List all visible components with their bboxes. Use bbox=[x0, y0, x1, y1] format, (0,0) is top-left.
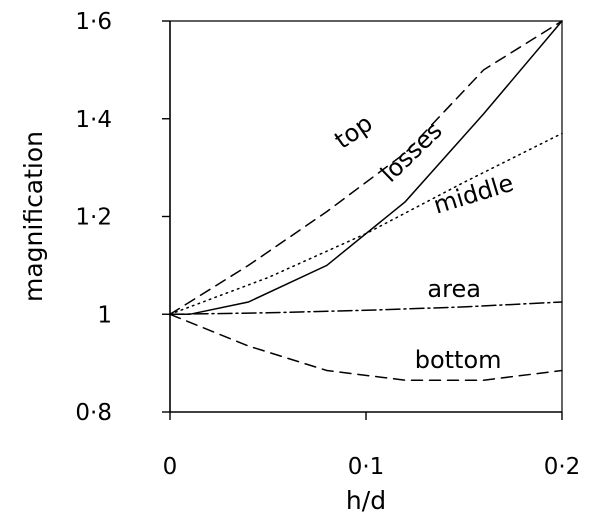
annotation-top: top bbox=[329, 109, 377, 154]
series-layer bbox=[169, 20, 563, 381]
y-tick-label: 1 bbox=[97, 302, 112, 328]
y-tick-label: 1·4 bbox=[75, 107, 112, 133]
annotation-bottom: bottom bbox=[415, 346, 502, 374]
annotation-losses: losses bbox=[375, 116, 447, 187]
x-axis-title: h/d bbox=[346, 486, 386, 515]
plot-frame bbox=[169, 20, 563, 413]
x-tick-label: 0·2 bbox=[544, 454, 581, 480]
series-line-top bbox=[169, 20, 563, 316]
annotation-middle: middle bbox=[430, 169, 517, 220]
series-line-bottom bbox=[169, 313, 563, 381]
y-tick-label: 1·2 bbox=[75, 205, 112, 231]
x-tick-label: 0 bbox=[163, 454, 178, 480]
series-line-area bbox=[169, 301, 563, 316]
y-tick-label: 1·6 bbox=[75, 9, 112, 35]
series-line-losses bbox=[169, 20, 563, 316]
series-line-middle bbox=[169, 132, 563, 316]
x-tick-label: 0·1 bbox=[348, 454, 385, 480]
annotation-area: area bbox=[427, 275, 481, 303]
y-axis-title: magnification bbox=[19, 131, 48, 302]
tick-layer: 0·8 1 1·2 1·4 1·6 0 0·1 0·2 bbox=[75, 9, 580, 480]
y-tick-label: 0·8 bbox=[75, 400, 112, 426]
